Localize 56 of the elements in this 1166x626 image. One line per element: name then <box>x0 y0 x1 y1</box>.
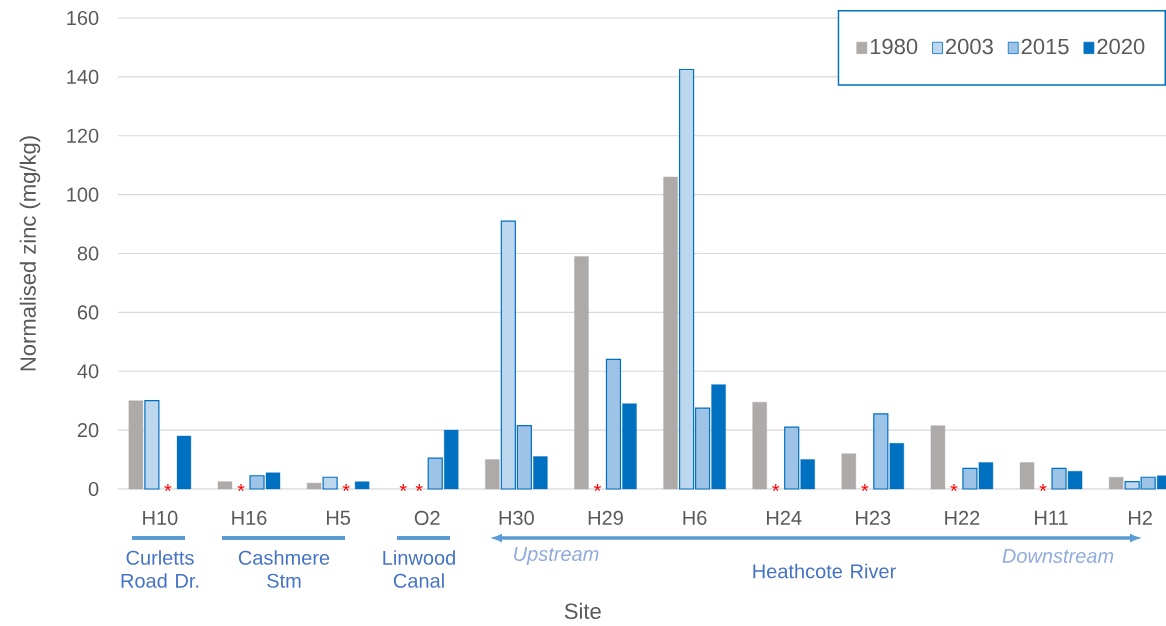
annotation: * <box>399 484 407 492</box>
y-tick-label: 40 <box>77 364 99 379</box>
bar <box>930 425 946 490</box>
text: Downstream <box>1002 549 1114 563</box>
y-tick-label: 80 <box>77 246 99 261</box>
y-tick-label: 120 <box>67 128 99 143</box>
y-tick-label: 140 <box>67 69 99 84</box>
x-tick-label: H5 <box>326 510 351 525</box>
annotation: * <box>772 484 780 492</box>
bar <box>1019 462 1035 490</box>
legend-label: 2003 <box>946 38 993 55</box>
x-tick-label: H6 <box>683 510 707 526</box>
x-tick-label: H22 <box>945 510 980 525</box>
x-axis-title: Site <box>564 602 601 620</box>
annotation: * <box>593 484 602 492</box>
x-tick-label: H30 <box>499 510 534 526</box>
bar <box>306 482 322 490</box>
text: Upstream <box>514 547 599 565</box>
legend-label: 2020 <box>1097 38 1145 55</box>
y-tick-label: 20 <box>77 423 99 438</box>
y-axis-title: Normalised zinc (mg/kg) <box>19 136 41 371</box>
bar <box>485 459 500 490</box>
annotation: * <box>342 484 350 492</box>
x-tick-label: H29 <box>588 510 623 526</box>
bar <box>128 400 144 490</box>
annotation: * <box>861 484 869 492</box>
bar <box>322 476 338 490</box>
bar <box>841 453 857 490</box>
x-tick-label: H23 <box>856 510 891 526</box>
annotation: * <box>950 484 958 492</box>
legend-label: 2015 <box>1021 38 1069 55</box>
bar <box>663 176 678 490</box>
x-tick-label: H24 <box>767 510 802 525</box>
bar <box>1108 477 1124 490</box>
x-tick-label: H10 <box>143 510 178 526</box>
legend-label: 1980 <box>870 38 918 55</box>
y-tick-label: 60 <box>77 305 99 320</box>
text: Linwood Canal <box>383 550 455 588</box>
x-tick-label: O2 <box>414 510 440 526</box>
y-tick-label: 0 <box>88 481 99 497</box>
annotation: * <box>164 484 172 492</box>
annotation: * <box>1039 484 1047 492</box>
annotation: * <box>237 484 245 492</box>
text: Curletts Road Dr. <box>121 550 199 588</box>
text: Cashmere Stm <box>238 550 330 588</box>
y-tick-label: 160 <box>67 10 99 26</box>
x-tick-label: H2 <box>1129 510 1152 525</box>
x-tick-label: H11 <box>1035 510 1068 525</box>
annotation: * <box>415 484 423 492</box>
y-tick-label: 100 <box>67 187 99 202</box>
text: Heathcote River <box>753 563 896 579</box>
bar <box>217 481 233 490</box>
bar <box>752 401 767 490</box>
bar <box>574 256 589 490</box>
x-tick-label: H16 <box>232 510 267 526</box>
bar <box>144 400 160 490</box>
